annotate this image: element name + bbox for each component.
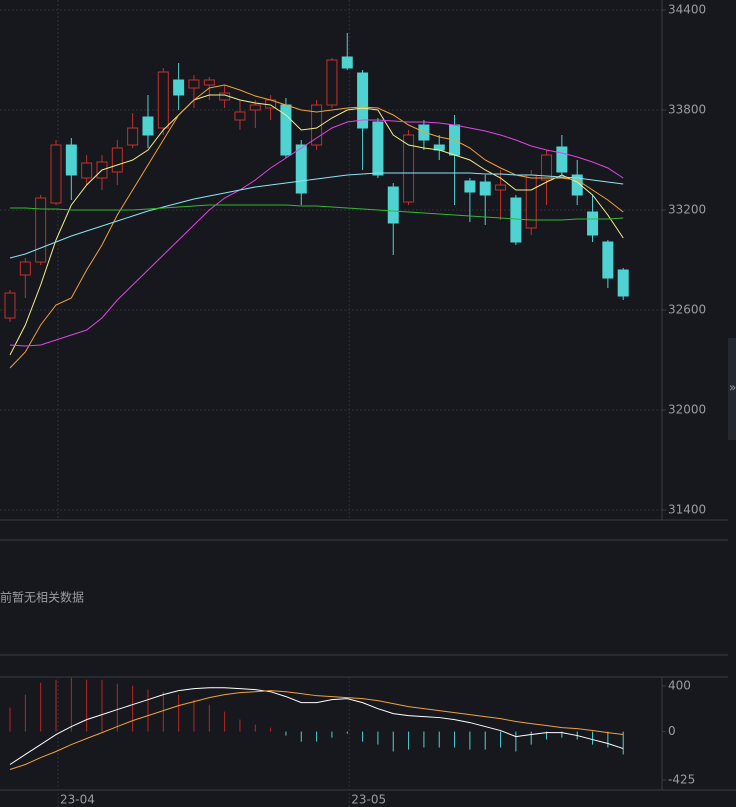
ma-line [9, 84, 624, 369]
y-tick-label: 33200 [668, 203, 706, 217]
ma-line [9, 94, 624, 356]
y-tick-label: 0 [668, 724, 676, 738]
candle-body [35, 197, 47, 263]
candle-body [495, 184, 507, 191]
empty-notice: 前暂无相关数据 [0, 590, 84, 605]
candle-body [341, 56, 353, 69]
candle-body [571, 174, 583, 196]
candle-body [188, 79, 200, 89]
y-tick-label: 32600 [668, 303, 706, 317]
candle-body [4, 292, 16, 319]
candle-body [357, 72, 369, 129]
candle-body [127, 127, 139, 146]
candle-body [111, 147, 123, 173]
candle-body [295, 144, 307, 194]
candle-body [142, 116, 154, 136]
candle-body [157, 71, 169, 129]
candle-body [65, 144, 77, 176]
candle-body [587, 211, 599, 236]
collapse-tab[interactable] [728, 338, 736, 440]
ma-line [10, 204, 624, 221]
y-tick-label: 34400 [668, 3, 706, 17]
candle-body [387, 186, 399, 224]
ma-line [9, 119, 624, 347]
candle-body [541, 154, 553, 181]
candle-body [249, 104, 261, 111]
candle-body [617, 269, 629, 297]
y-tick-label: 32000 [668, 403, 706, 417]
y-tick-label: -425 [668, 773, 695, 787]
collapse-icon[interactable]: » [729, 381, 736, 395]
candle-body [81, 162, 93, 179]
x-tick-label: 23-05 [351, 793, 386, 807]
candle-body [479, 181, 491, 196]
candle-body [311, 104, 323, 146]
candle-body [464, 180, 476, 193]
candle-body [203, 79, 215, 86]
candle-body [19, 261, 31, 276]
candle-body [50, 144, 62, 204]
candle-body [510, 197, 522, 243]
ma-line [9, 172, 624, 259]
candle-body [326, 59, 338, 106]
candle-body [403, 134, 415, 203]
ma-line [9, 687, 624, 765]
candle-body [234, 111, 246, 121]
candle-body [173, 79, 185, 96]
ma-line [9, 690, 624, 770]
y-tick-label: 33800 [668, 103, 706, 117]
y-tick-label: 400 [668, 679, 691, 693]
candle-body [372, 121, 384, 176]
candle-body [556, 146, 568, 173]
y-tick-label: 31400 [668, 503, 706, 517]
candle-body [602, 241, 614, 279]
x-tick-label: 23-04 [60, 793, 95, 807]
